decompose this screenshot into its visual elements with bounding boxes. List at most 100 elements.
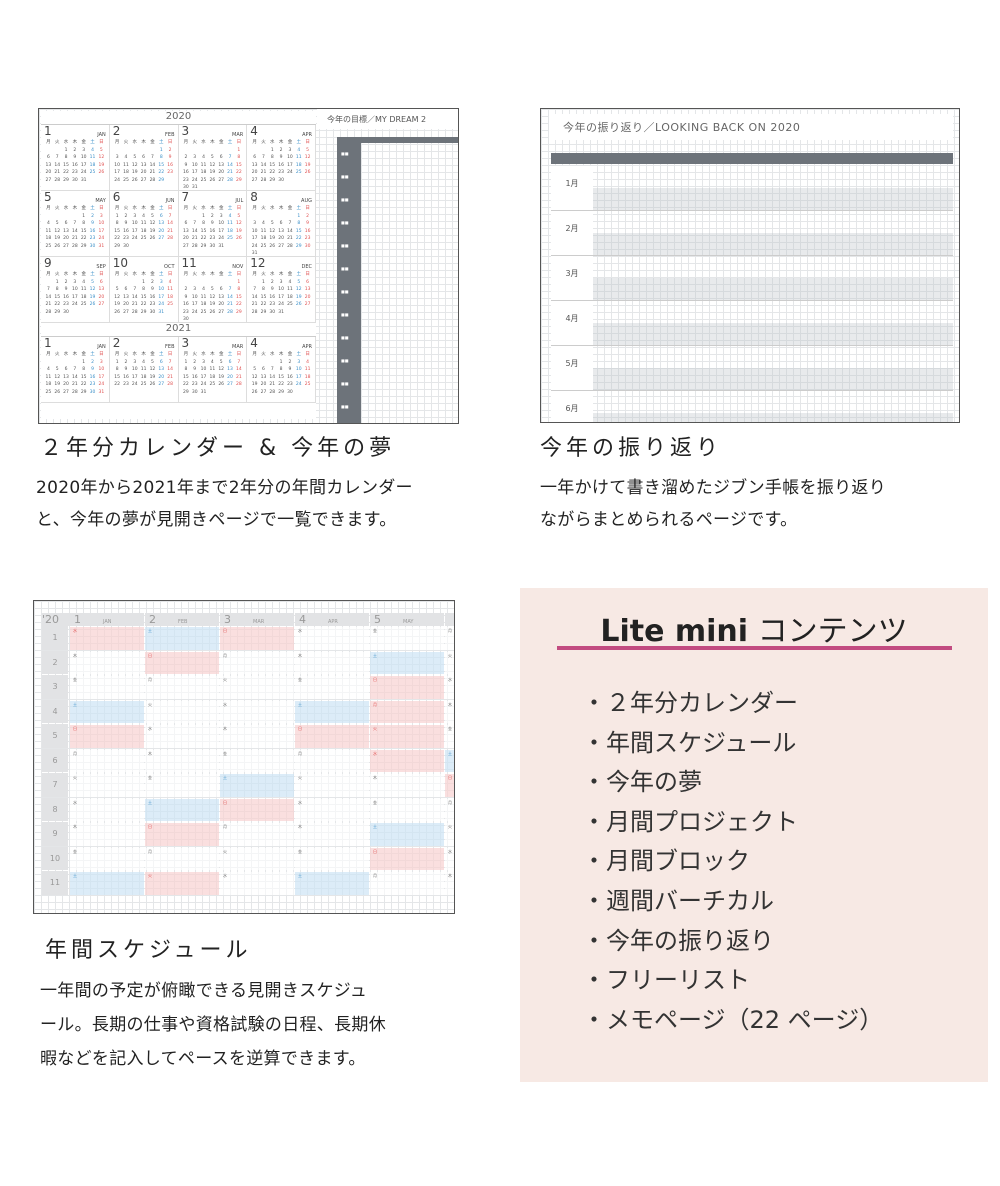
- contents-item: ・週間バーチカル: [582, 887, 774, 915]
- dream-category-label: ■■: [341, 243, 349, 248]
- review-header-bar: [551, 153, 953, 164]
- day-label: 9: [42, 822, 68, 846]
- month-block: 11 NOV 月火水木金土日 1 2 3 4 5 6 7 8 9 10 11 12 13 14 15 16 17 18 1…: [178, 256, 248, 323]
- month-block: 1 JAN 月火水木金土日 1 2 3 4 5 6 7 8 9 10 11 12 13 14 15 16 17 18 19…: [41, 336, 110, 403]
- month-block: 3 MAR 月火水木金土日 1 2 3 4 5 6 7 8 9 10 11 12 13 14 15 16 17 18 19…: [178, 336, 248, 403]
- contents-title: Lite mini コンテンツ: [520, 606, 988, 650]
- schedule-day-cell: 月: [370, 872, 444, 895]
- day-label: 2: [42, 650, 68, 674]
- review-month-row: 4月: [551, 301, 953, 346]
- schedule-day-cell: 金: [70, 676, 144, 699]
- schedule-day-cell: 金: [70, 847, 144, 870]
- schedule-day-cell: 土: [370, 651, 444, 674]
- title-brand: Lite mini: [600, 614, 749, 649]
- schedule-day-cell: 水: [145, 725, 219, 748]
- schedule-day-cell: 月: [370, 700, 444, 723]
- schedule-day-cell: 火: [445, 823, 454, 846]
- schedule-day-cell: 火: [70, 774, 144, 797]
- yearly-schedule-preview: '20 1 JAN 2 FEB 3 MAR 4 APR 5 MAY 1 水土日水金月 2 木日月木土火 3 金月…: [33, 600, 455, 914]
- section-title-schedule: 年間スケジュール: [45, 938, 252, 963]
- schedule-day-cell: 日: [295, 725, 369, 748]
- month-block: 1 JAN 月火水木金土日 1 2 3 4 5 6 7 8 9 10 11 12 13 14 15 16 17 18 19…: [41, 124, 110, 191]
- schedule-day-cell: 木: [370, 774, 444, 797]
- schedule-day-cell: 土: [145, 627, 219, 650]
- month-block: 7 JUL 月火水木金土日 1 2 3 4 5 6 7 8 9 10 11 12 13 14 15 16 17 18 19…: [178, 190, 248, 257]
- month-header: [445, 613, 454, 626]
- dream-category-label: ■■: [341, 289, 349, 294]
- review-month-row: 6月: [551, 391, 953, 422]
- contents-item: ・月間ブロック: [582, 847, 750, 876]
- schedule-day-cell: 金: [370, 798, 444, 821]
- schedule-day-cell: 火: [295, 774, 369, 797]
- contents-item: ・フリーリスト: [582, 966, 750, 995]
- schedule-day-cell: 水: [70, 798, 144, 821]
- schedule-day-cell: 月: [220, 823, 294, 846]
- schedule-day-cell: 水: [220, 872, 294, 895]
- dream-category-label: ■■: [341, 151, 349, 156]
- year-label: '20: [42, 613, 70, 626]
- dream-category-label: ■■: [341, 312, 349, 317]
- day-label: 11: [42, 871, 68, 895]
- month-header: 5 MAY: [370, 613, 444, 626]
- month-block: 6 JUN 月火水木金土日 1 2 3 4 5 6 7 8 9 10 11 12 13 14 15 16 17 18 19…: [109, 190, 179, 257]
- schedule-day-cell: 木: [445, 700, 454, 723]
- schedule-day-cell: 日: [370, 847, 444, 870]
- day-label: 6: [42, 748, 68, 772]
- schedule-day-cell: 日: [445, 774, 454, 797]
- month-header: 2 FEB: [145, 613, 219, 626]
- title-rest: コンテンツ: [748, 614, 908, 649]
- schedule-day-cell: 土: [220, 774, 294, 797]
- contents-item: ・年間スケジュール: [582, 728, 797, 757]
- schedule-day-cell: 木: [70, 651, 144, 674]
- month-block: 2 FEB 月火水木金土日 1 2 3 4 5 6 7 8 9 10 11 12 13 14 15 16 17 18 19…: [109, 124, 179, 191]
- schedule-day-cell: 水: [445, 676, 454, 699]
- schedule-day-cell: 土: [295, 700, 369, 723]
- day-label: 4: [42, 699, 68, 723]
- section-desc-calendar: 2020年から2021年まで2年分の年間カレンダー と、今年の夢が見開きページで…: [36, 472, 413, 536]
- schedule-day-cell: 木: [295, 651, 369, 674]
- section-title-calendar: ２年分カレンダー & 今年の夢: [40, 436, 396, 461]
- day-label: 1: [42, 626, 68, 650]
- review-title: 今年の振り返り／LOOKING BACK ON 2020: [549, 114, 953, 140]
- dream-category-label: ■■: [341, 220, 349, 225]
- schedule-day-cell: 土: [70, 700, 144, 723]
- section-desc-schedule: 一年間の予定が俯瞰できる見開きスケジュ ール。長期の仕事や資格試験の日程、長期休…: [40, 974, 386, 1076]
- desc-line: 2020年から2021年まで2年分の年間カレンダー: [36, 478, 413, 498]
- dream-page: 今年の目標／MY DREAM 2 ■■ ■■ ■■ ■■ ■■ ■■ ■■ ■■ ■■ ■■ ■■ ■…: [317, 109, 458, 423]
- schedule-day-cell: 火: [370, 725, 444, 748]
- schedule-day-cell: 金: [295, 676, 369, 699]
- schedule-day-cell: 木: [445, 872, 454, 895]
- day-label: 5: [42, 724, 68, 748]
- month-block: 8 AUG 月火水木金土日 1 2 3 4 5 6 7 8 9 10 11 12 13 14 15 16 17 18 19…: [247, 190, 316, 257]
- contents-item: ・２年分カレンダー: [582, 689, 798, 717]
- month-block: 5 MAY 月火水木金土日 1 2 3 4 5 6 7 8 9 10 11 12 13 14 15 16 17 18 19…: [41, 190, 110, 257]
- month-block: 2 FEB 月火水木金土日 1 2 3 4 5 6 7 8 9 10 11 12 13 14 15 16 17 18 19…: [109, 336, 179, 403]
- month-header: 4 APR: [295, 613, 369, 626]
- desc-line: と、今年の夢が見開きページで一覧できます。: [36, 510, 397, 530]
- contents-panel: Lite mini コンテンツ ・２年分カレンダー ・年間スケジュール ・今年の夢・…: [520, 588, 988, 1082]
- review-month-row: 5月: [551, 346, 953, 391]
- schedule-day-cell: 水: [220, 700, 294, 723]
- schedule-day-cell: 金: [370, 627, 444, 650]
- month-block: 3 MAR 月火水木金土日 1 2 3 4 5 6 7 8 9 10 11 12 13 14 15 16 17 18 19…: [178, 124, 248, 191]
- month-block: 10 OCT 月火水木金土日 1 2 3 4 5 6 7 8 9 10 11 12 13 14 15 16 17 18 1…: [109, 256, 179, 323]
- dream-category-label: ■■: [341, 266, 349, 271]
- desc-line: 一年間の予定が俯瞰できる見開きスケジュ: [40, 981, 368, 1001]
- looking-back-preview: 今年の振り返り／LOOKING BACK ON 2020 1月 2月 3月 4月 5月 6…: [540, 108, 960, 423]
- day-label: 10: [42, 846, 68, 870]
- contents-item: ・月間プロジェクト: [582, 807, 798, 836]
- two-year-calendar: 2020 1 JAN 月火水木金土日 1 2 3 4 5 6 7 8 9 10 11 12 13 14 15 16 17…: [41, 111, 316, 419]
- desc-line: ール。長期の仕事や資格試験の日程、長期休: [40, 1015, 386, 1035]
- schedule-day-cell: 木: [70, 823, 144, 846]
- schedule-day-cell: 月: [145, 847, 219, 870]
- schedule-day-cell: 月: [145, 676, 219, 699]
- schedule-day-cell: 水: [70, 627, 144, 650]
- month-block: 12 DEC 月火水木金土日 1 2 3 4 5 6 7 8 9 10 11 12 13 14 15 16 17 18 1…: [247, 256, 316, 323]
- dream-category-label: ■■: [341, 358, 349, 363]
- dream-category-label: ■■: [341, 381, 349, 386]
- schedule-day-cell: 日: [145, 651, 219, 674]
- schedule-day-cell: 火: [145, 700, 219, 723]
- desc-line: 暇などを記入してペースを逆算できます。: [40, 1049, 366, 1069]
- dream-category-label: ■■: [341, 197, 349, 202]
- schedule-day-cell: 火: [145, 872, 219, 895]
